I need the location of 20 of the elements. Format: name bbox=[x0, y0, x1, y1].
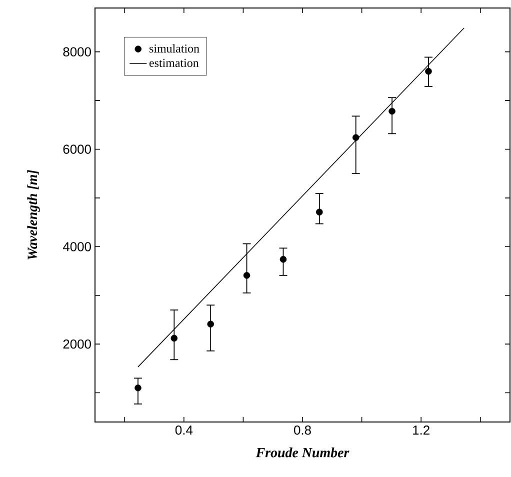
y-tick-label: 8000 bbox=[63, 47, 91, 56]
legend-label: estimation bbox=[150, 58, 199, 67]
x-tick-label: 0.4 bbox=[175, 426, 193, 435]
point bbox=[207, 320, 214, 328]
x-axis-title: Froude Number bbox=[256, 447, 350, 458]
point bbox=[388, 108, 396, 115]
y-tick-label: 4000 bbox=[62, 242, 91, 252]
point bbox=[243, 272, 250, 279]
legend-label: simulation bbox=[150, 44, 200, 53]
y-tick-label: 6000 bbox=[63, 144, 91, 154]
point bbox=[316, 208, 323, 216]
point bbox=[134, 384, 142, 392]
y-axis-title: Wavelength [m] bbox=[27, 170, 40, 260]
y-tick-label: 2000 bbox=[63, 339, 91, 349]
point bbox=[352, 134, 360, 141]
x-tick-label: 0.8 bbox=[294, 426, 311, 435]
point bbox=[170, 334, 178, 342]
x-tick-label: 1.2 bbox=[413, 426, 430, 435]
point bbox=[280, 256, 287, 263]
point bbox=[425, 68, 432, 75]
